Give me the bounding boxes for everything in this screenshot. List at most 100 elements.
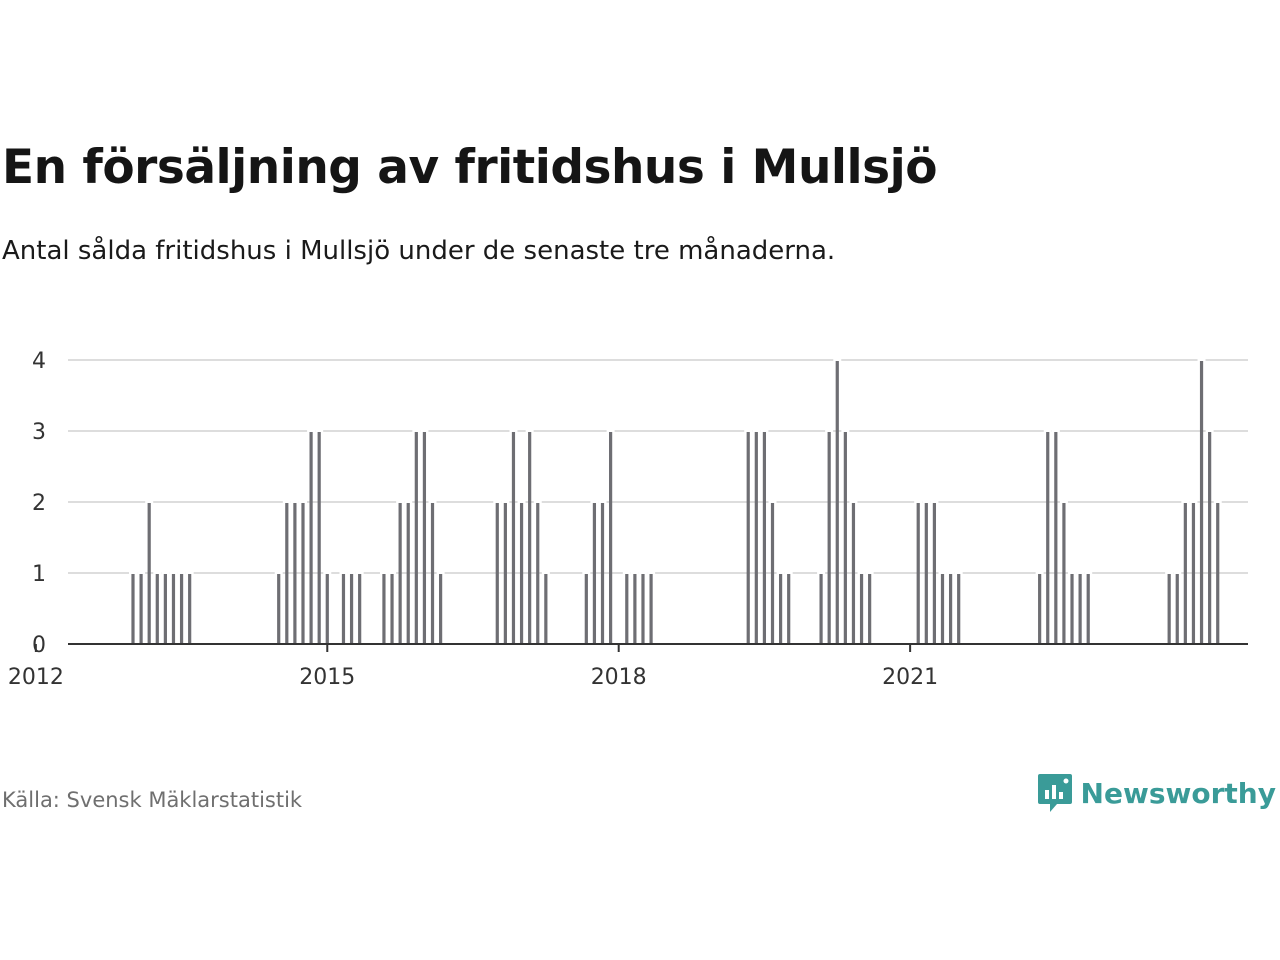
bar-cap: [396, 501, 405, 503]
bar: [422, 431, 427, 644]
bar-cap: [388, 572, 397, 574]
bar: [341, 573, 346, 644]
bar: [1046, 431, 1050, 644]
bar-cap: [865, 572, 874, 574]
bar-cap: [323, 572, 332, 574]
bar: [859, 573, 864, 644]
bar-cap: [833, 359, 842, 361]
bar: [940, 573, 945, 644]
bar-cap: [1068, 572, 1077, 574]
bar: [1070, 573, 1074, 644]
bar: [649, 573, 653, 644]
y-tick-label: 3: [32, 420, 46, 445]
y-tick-label: 4: [32, 349, 46, 374]
bar: [349, 573, 354, 644]
bar: [511, 431, 516, 644]
bar: [835, 360, 839, 644]
bar-cap: [347, 572, 356, 574]
bar: [932, 502, 937, 644]
bar: [285, 502, 289, 644]
y-tick-label: 1: [32, 562, 46, 587]
bar: [1086, 573, 1090, 644]
bar-cap: [1084, 572, 1093, 574]
bar: [787, 573, 791, 644]
bar-cap: [307, 430, 316, 432]
bar-chart: 01234120122015201820212023: [8, 349, 1248, 690]
bar-cap: [598, 501, 607, 503]
bar: [519, 502, 524, 644]
bar-cap: [137, 572, 146, 574]
bar-cap: [630, 572, 639, 574]
bar-cap: [1165, 572, 1174, 574]
bar: [948, 573, 953, 644]
bar-cap: [493, 501, 502, 503]
bar: [1054, 431, 1058, 644]
bar-cap: [533, 501, 542, 503]
bar-cap: [914, 501, 923, 503]
bar-cap: [1059, 501, 1068, 503]
newsworthy-logo[interactable]: Newsworthy: [1037, 772, 1276, 814]
bar-cap: [1205, 430, 1214, 432]
bar-cap: [298, 501, 307, 503]
bar: [633, 573, 637, 644]
bar: [171, 573, 176, 644]
bar-cap: [938, 572, 947, 574]
bar-cap: [1197, 359, 1206, 361]
bar: [406, 502, 410, 644]
bar-cap: [1043, 430, 1052, 432]
bar: [1191, 502, 1196, 644]
bar-cap: [161, 572, 170, 574]
newsworthy-logo-text: Newsworthy: [1080, 776, 1276, 810]
bar-cap: [501, 501, 510, 503]
bar-cap: [849, 501, 858, 503]
bar: [957, 573, 961, 644]
bar: [325, 573, 329, 644]
bar-cap: [177, 572, 186, 574]
bar-cap: [760, 430, 769, 432]
y-tick-label: 2: [32, 491, 46, 516]
bar: [600, 502, 605, 644]
bar-cap: [590, 501, 599, 503]
bar: [163, 573, 167, 644]
newsworthy-logo-icon: [1037, 774, 1072, 812]
bar: [770, 502, 775, 644]
x-tick-label: 2015: [299, 665, 355, 690]
bar: [503, 502, 507, 644]
bar-cap: [647, 572, 656, 574]
bar: [779, 573, 783, 644]
bar-cap: [339, 572, 348, 574]
bar: [495, 502, 499, 644]
bar: [851, 502, 856, 644]
bar-cap: [153, 572, 162, 574]
bar: [641, 573, 645, 644]
bar: [609, 431, 613, 644]
chart-subtitle: Antal sålda fritidshus i Mullsjö under d…: [2, 236, 836, 266]
bar: [528, 431, 532, 644]
bar-cap: [274, 572, 283, 574]
bar-cap: [525, 430, 534, 432]
bar-cap: [857, 572, 866, 574]
bar-cap: [1213, 501, 1222, 503]
bar-cap: [355, 572, 364, 574]
bar-cap: [509, 430, 518, 432]
bar: [131, 573, 135, 644]
bar: [147, 502, 151, 644]
bar-cap: [379, 572, 388, 574]
y-tick-label: 0: [32, 633, 46, 658]
bar: [382, 573, 386, 644]
bar: [1062, 502, 1066, 644]
bar-cap: [582, 572, 591, 574]
bar: [916, 502, 920, 644]
bar: [762, 431, 767, 644]
bar: [754, 431, 758, 644]
bar-cap: [817, 572, 826, 574]
bar-cap: [1173, 572, 1182, 574]
bar: [536, 502, 540, 644]
bar-cap: [541, 572, 550, 574]
bar: [1216, 502, 1220, 644]
bar-cap: [517, 501, 526, 503]
bar-cap: [1076, 572, 1085, 574]
bar: [625, 573, 629, 644]
bar-cap: [622, 572, 631, 574]
source-note: Källa: Svensk Mäklarstatistik: [2, 788, 303, 812]
